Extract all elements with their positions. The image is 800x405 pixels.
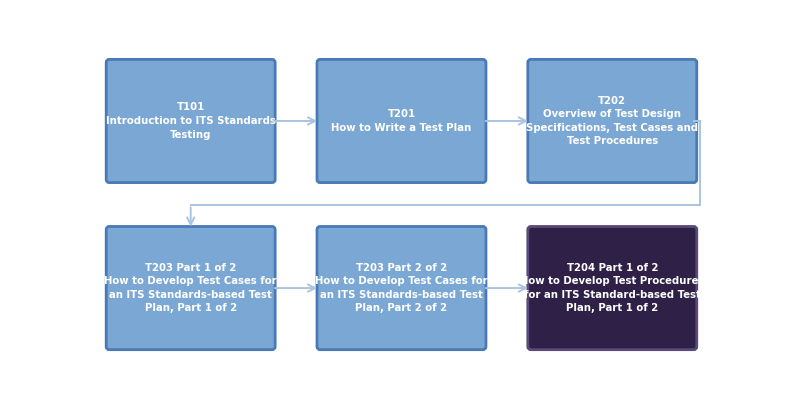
Text: T201
How to Write a Test Plan: T201 How to Write a Test Plan [331,109,472,133]
Text: T203 Part 2 of 2
How to Develop Test Cases for
an ITS Standards-based Test
Plan,: T203 Part 2 of 2 How to Develop Test Cas… [315,263,488,313]
FancyBboxPatch shape [528,226,697,350]
Text: T204 Part 1 of 2
How to Develop Test Procedures
for an ITS Standard-based Test
P: T204 Part 1 of 2 How to Develop Test Pro… [520,263,705,313]
FancyBboxPatch shape [317,226,486,350]
FancyBboxPatch shape [106,60,275,183]
Text: T202
Overview of Test Design
Specifications, Test Cases and
Test Procedures: T202 Overview of Test Design Specificati… [526,96,698,146]
FancyBboxPatch shape [106,226,275,350]
FancyBboxPatch shape [528,60,697,183]
Text: T101
Introduction to ITS Standards
Testing: T101 Introduction to ITS Standards Testi… [106,102,276,140]
FancyBboxPatch shape [317,60,486,183]
Text: T203 Part 1 of 2
How to Develop Test Cases for
an ITS Standards-based Test
Plan,: T203 Part 1 of 2 How to Develop Test Cas… [104,263,277,313]
